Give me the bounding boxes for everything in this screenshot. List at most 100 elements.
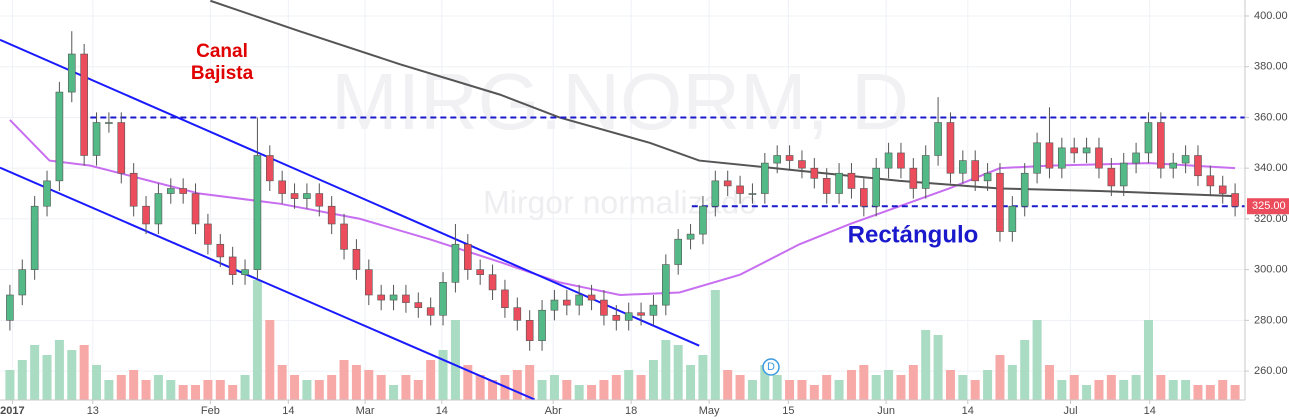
trend-line [0, 166, 536, 400]
x-tick-label: 14 [436, 405, 448, 417]
watermark-sub: Mirgor normalizado [483, 184, 757, 220]
volume-bar [178, 385, 188, 400]
volume-bar [1230, 385, 1240, 400]
volume-bar [846, 370, 856, 400]
candle-body [216, 243, 225, 258]
candle-body [303, 193, 311, 199]
candle-body [204, 223, 212, 245]
candle-body [1107, 167, 1116, 187]
x-tick-label: Mar [356, 405, 375, 417]
volume-bar [995, 355, 1005, 400]
candle-body [563, 299, 571, 306]
x-tick-label: 14 [282, 405, 294, 417]
volume-bar [141, 380, 151, 400]
candle-body [464, 243, 472, 270]
x-tick-label: 14 [962, 405, 974, 417]
volume-bar [1168, 380, 1178, 400]
candle-body [835, 172, 843, 194]
candle-body [166, 188, 175, 194]
candle-body [959, 160, 967, 174]
candle-body [1070, 147, 1079, 154]
candle-body [1020, 172, 1029, 207]
volume-bar [488, 380, 498, 400]
volume-bar [945, 370, 955, 400]
volume-bar [401, 375, 411, 400]
candle-body [340, 223, 348, 250]
volume-bar [834, 380, 844, 400]
volume-bar [1007, 365, 1017, 400]
candle-body [1169, 162, 1178, 169]
candle-body [538, 309, 546, 341]
candle-body [575, 294, 583, 306]
event-label: D [767, 361, 775, 373]
x-tick-label: Jul [1063, 405, 1077, 417]
volume-bar [265, 320, 275, 400]
volume-bar [104, 380, 114, 400]
volume-bar [871, 375, 881, 400]
candle-body [1231, 193, 1239, 207]
volume-bar [562, 380, 572, 400]
candle-body [525, 320, 534, 341]
candle-body [674, 238, 682, 265]
volume-bar [252, 280, 262, 400]
volume-bar [1020, 340, 1030, 400]
last-price-label: 325.00 [1252, 200, 1286, 212]
candle-body [6, 294, 14, 321]
candle-body [637, 312, 645, 316]
candle-body [810, 167, 819, 179]
volume-bar [314, 380, 324, 400]
volume-bar [797, 380, 807, 400]
volume-bar [809, 385, 819, 400]
y-tick-label: 280.00 [1254, 314, 1288, 326]
candle-body [43, 180, 51, 207]
volume-bar [698, 355, 708, 400]
x-tick-label: Feb [201, 405, 220, 417]
x-tick-label: 2017 [0, 405, 24, 417]
candle-body [426, 307, 435, 316]
x-tick-label: Abr [545, 405, 562, 417]
candle-body [1033, 142, 1041, 174]
candle-body [18, 269, 27, 296]
candle-body [352, 249, 361, 270]
candle-body [649, 304, 658, 316]
volume-bar [970, 380, 980, 400]
candle-body [315, 193, 324, 207]
y-tick-label: 380.00 [1254, 61, 1288, 73]
candle-body [253, 155, 262, 270]
volume-bar [426, 360, 436, 400]
volume-bar [1143, 320, 1153, 400]
candle-body [1058, 147, 1066, 169]
volume-bar [859, 365, 869, 400]
volume-bar [1119, 380, 1129, 400]
candle-body [488, 274, 497, 291]
candle-body [996, 172, 1004, 232]
candle-body [117, 122, 126, 174]
y-tick-label: 360.00 [1254, 111, 1288, 123]
volume-bar [1082, 385, 1092, 400]
candle-body [92, 122, 101, 156]
volume-bar [772, 375, 782, 400]
volume-bar [884, 370, 894, 400]
volume-bar [5, 370, 15, 400]
candle-body [884, 152, 893, 169]
candle-body [290, 193, 299, 199]
candle-body [265, 155, 274, 182]
axes: 260.00 280.00 300.00 320.00 340.00 360.00 380.… [0, 10, 1289, 417]
volume-bar [1156, 375, 1166, 400]
candle-body [154, 193, 163, 225]
candle-body [748, 193, 757, 195]
volume-bar [537, 380, 547, 400]
candle-body [1181, 155, 1190, 164]
x-tick-label: 15 [782, 405, 794, 417]
candle-body [30, 205, 39, 270]
volume-bar [302, 380, 312, 400]
candle-body [723, 180, 732, 187]
volume-bar [1181, 380, 1191, 400]
candle-body [1045, 142, 1054, 169]
volume-bar [648, 360, 658, 400]
volume-bar [67, 350, 77, 400]
volume-bar [785, 380, 795, 400]
candle-body [736, 185, 744, 194]
candle-body [55, 91, 64, 182]
volume-bar [599, 380, 609, 400]
